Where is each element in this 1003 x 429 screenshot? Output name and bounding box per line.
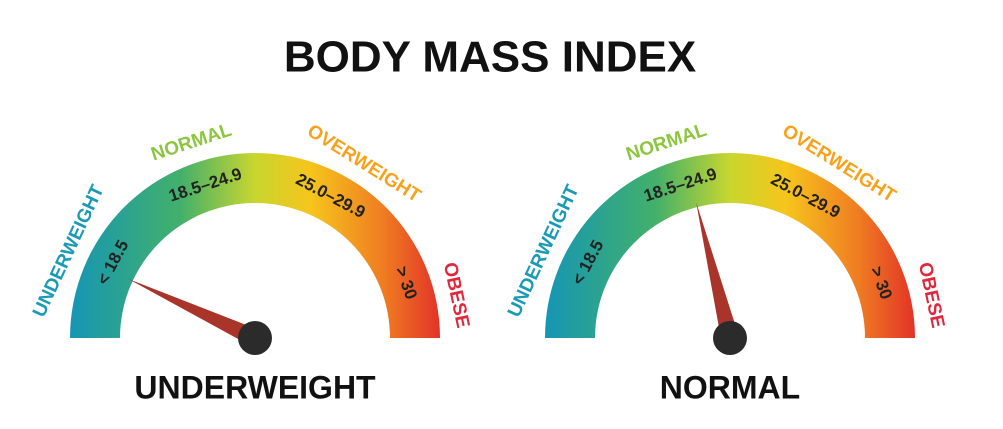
gauge-arc xyxy=(545,153,915,338)
needle-hub xyxy=(238,321,272,355)
needle-hub xyxy=(713,321,747,355)
gauge-arc xyxy=(70,153,440,338)
result-label: UNDERWEIGHT xyxy=(134,369,376,405)
title: BODY MASS INDEX xyxy=(284,33,696,82)
needle xyxy=(696,202,739,341)
result-label: NORMAL xyxy=(660,369,800,405)
category-label: OBESE xyxy=(439,261,473,330)
category-label: OBESE xyxy=(914,261,948,330)
needle xyxy=(128,278,259,347)
